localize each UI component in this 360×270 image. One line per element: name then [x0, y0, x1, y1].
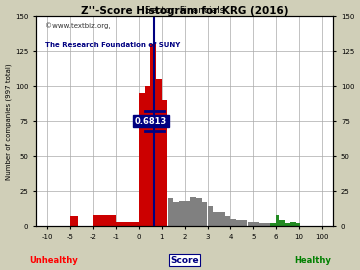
Text: Unhealthy: Unhealthy — [30, 256, 78, 265]
Text: Sector: Financials: Sector: Financials — [145, 6, 224, 15]
Bar — [225, 216, 230, 226]
Bar — [179, 201, 185, 226]
Text: The Research Foundation of SUNY: The Research Foundation of SUNY — [45, 42, 180, 48]
Bar — [291, 222, 296, 226]
Bar — [93, 215, 116, 226]
Bar — [139, 93, 145, 226]
Bar — [190, 197, 196, 226]
Bar — [230, 219, 236, 226]
Bar — [185, 201, 190, 226]
Bar — [276, 215, 279, 226]
Title: Z''-Score Histogram for KRG (2016): Z''-Score Histogram for KRG (2016) — [81, 6, 288, 16]
Bar — [259, 223, 265, 226]
Bar — [265, 223, 270, 226]
Bar — [285, 223, 291, 226]
Bar — [208, 207, 213, 226]
Bar — [270, 223, 276, 226]
Bar — [150, 44, 156, 226]
Text: Healthy: Healthy — [294, 256, 331, 265]
Bar — [202, 202, 207, 226]
Bar — [167, 198, 173, 226]
Y-axis label: Number of companies (997 total): Number of companies (997 total) — [5, 63, 12, 180]
Bar — [70, 216, 78, 226]
Bar — [162, 100, 167, 226]
Bar — [242, 221, 247, 226]
Bar — [279, 221, 285, 226]
Bar — [253, 222, 259, 226]
Text: Score: Score — [170, 256, 199, 265]
Bar — [145, 86, 150, 226]
Bar — [248, 222, 253, 226]
Bar — [156, 79, 162, 226]
Bar — [116, 222, 139, 226]
Bar — [196, 198, 202, 226]
Bar — [219, 212, 225, 226]
Text: 0.6813: 0.6813 — [135, 117, 167, 126]
Bar — [236, 221, 242, 226]
Bar — [213, 212, 219, 226]
Bar — [173, 202, 179, 226]
Text: ©www.textbiz.org,: ©www.textbiz.org, — [45, 23, 111, 29]
Bar — [296, 223, 299, 226]
